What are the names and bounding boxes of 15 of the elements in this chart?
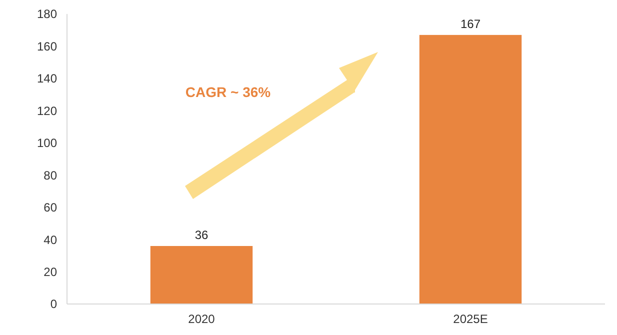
y-tick-label: 100 (36, 136, 58, 150)
data-label: 167 (460, 16, 481, 31)
y-tick-label: 40 (44, 232, 58, 247)
y-tick-label: 120 (36, 104, 58, 118)
x-tick-label: 2020 (188, 312, 216, 326)
y-tick-label: 140 (36, 72, 58, 86)
x-tick-label: 2025E (453, 312, 488, 326)
data-label: 36 (194, 228, 208, 242)
y-tick-label: 180 (36, 7, 58, 22)
y-tick-label: 160 (36, 39, 58, 54)
annotation: CAGR ~ 36% (185, 84, 272, 100)
y-tick-label: 0 (50, 297, 58, 312)
y-tick-label: 20 (44, 264, 58, 279)
y-tick-label: 60 (44, 200, 58, 215)
y-tick-label: 80 (44, 168, 58, 182)
